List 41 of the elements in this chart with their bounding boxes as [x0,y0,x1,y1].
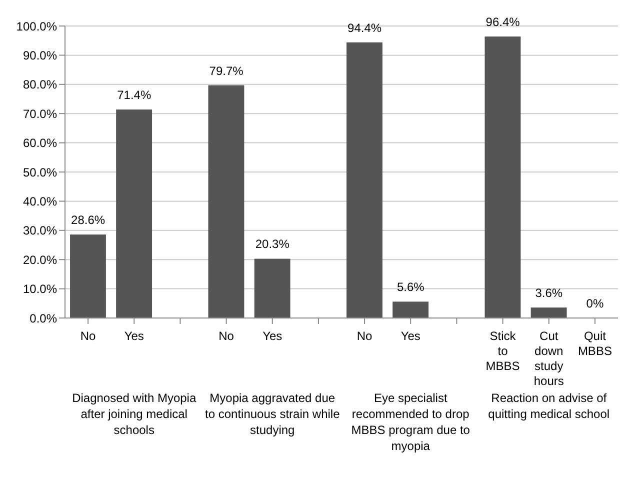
y-tick-label: 10.0% [22,282,58,296]
x-tick-label: Yes [400,329,420,343]
bar [530,307,567,318]
x-tick-label: No [356,329,373,343]
bar [346,42,382,318]
x-tick-label: Yes [124,329,144,343]
x-tick-label: Cut down study hours [534,329,564,388]
y-tick-label: 40.0% [22,194,58,208]
text: Reaction on advise of quitting medical school [487,390,611,422]
text: Myopia aggravated due to continuous strain while studying [204,390,341,438]
y-tick-label: 0.0% [30,311,58,326]
x-tick-label: No [218,329,234,343]
x-tick-label: No [80,329,96,343]
x-tick-label: Stick to MBBS [486,329,520,373]
x-tick-label: Quit MBBS [578,329,612,358]
data-label: 0% [586,296,604,310]
y-tick-label: 50.0% [22,165,58,180]
bar [70,234,106,318]
bar [208,85,244,318]
text: Eye specialist recommended to drop MBBS program due to myopia [350,390,471,454]
data-label: 96.4% [486,15,520,29]
y-tick-label: 30.0% [22,224,58,238]
data-label: 28.6% [71,212,106,227]
y-tick-label: 90.0% [22,48,58,62]
y-tick-label: 20.0% [22,252,58,267]
data-label: 3.6% [535,286,563,300]
bar [484,36,521,318]
y-tick-label: 100.0% [16,19,58,34]
y-tick-label: 60.0% [22,136,58,150]
bar [116,110,152,318]
text: Diagnosed with Myopia after joining medical schools [71,390,198,438]
data-label: 20.3% [255,237,290,252]
data-label: 94.4% [348,20,382,35]
y-tick-label: 70.0% [22,106,58,121]
bar [392,302,429,318]
data-label: 71.4% [117,88,152,102]
data-label: 5.6% [396,280,425,294]
bar [254,258,290,318]
x-tick-label: Yes [262,329,282,343]
y-tick-label: 80.0% [22,78,58,92]
data-label: 79.7% [209,64,244,78]
